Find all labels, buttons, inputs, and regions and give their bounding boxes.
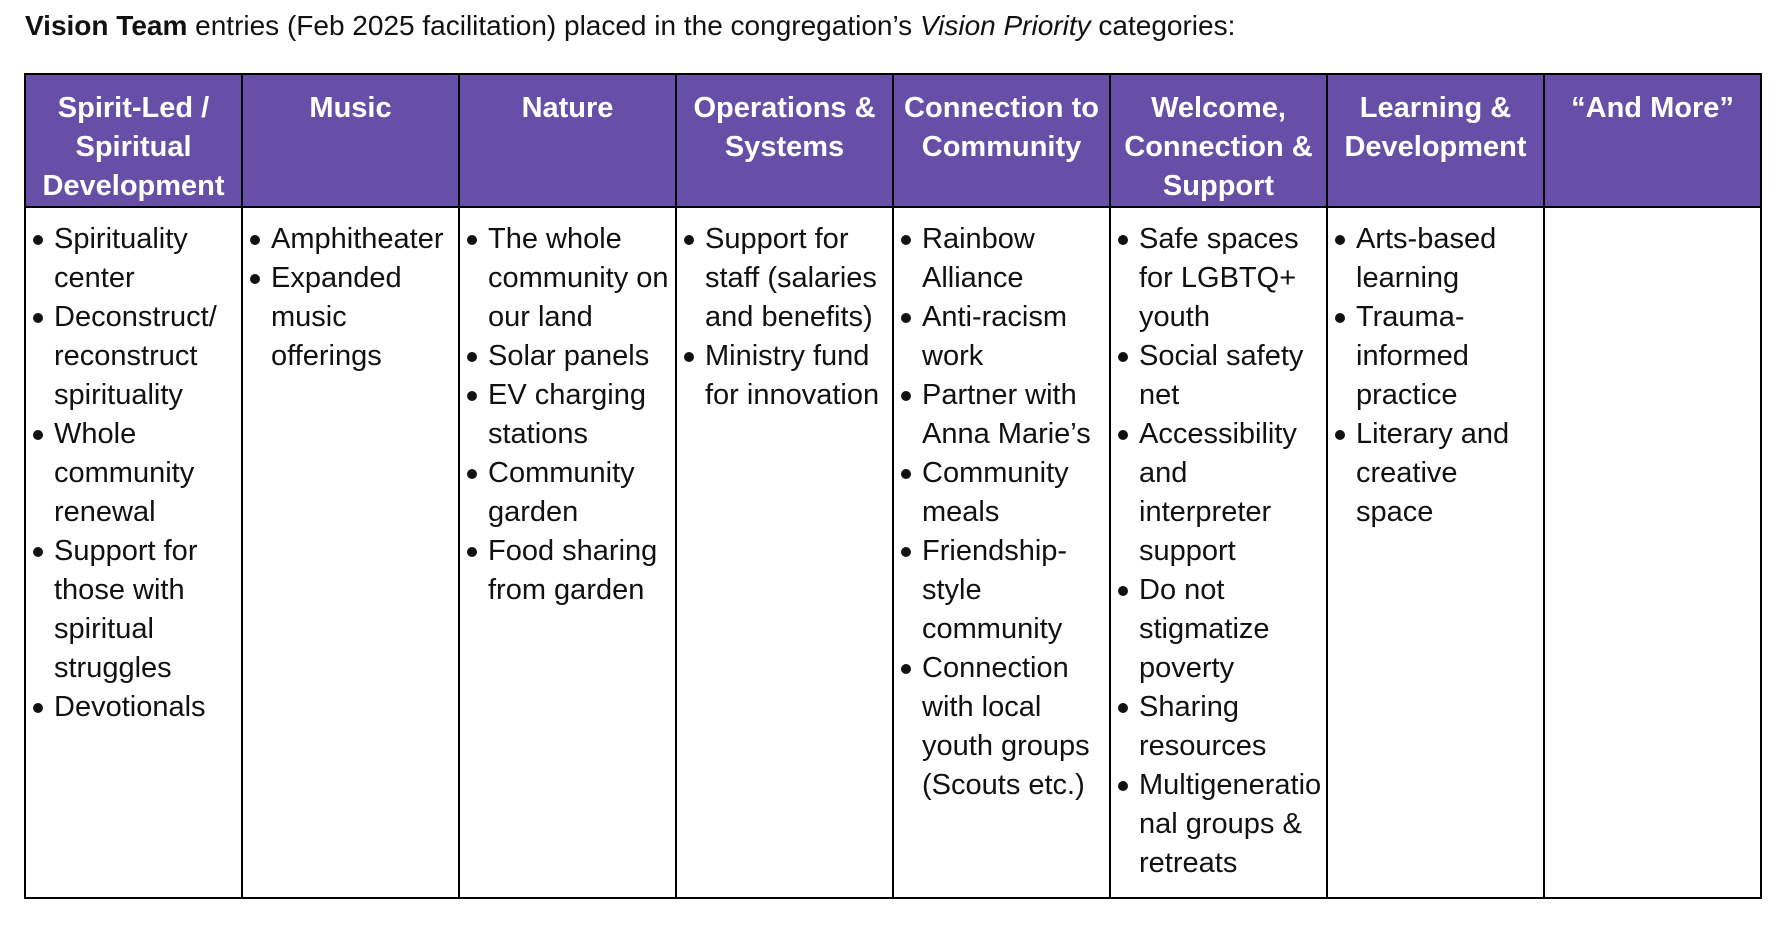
list-item: Whole community renewal (30, 415, 237, 532)
list-item: Expanded music offerings (247, 259, 454, 376)
column-cell: Amphitheater Expanded music offerings (241, 206, 460, 899)
column-header-and-more: “And More” (1543, 73, 1762, 208)
list-item: Literary and creative space (1332, 415, 1539, 532)
list-item: Partner with Anna Marie’s (898, 376, 1105, 454)
list-item: The whole community on our land (464, 220, 671, 337)
list-item: Deconstruct/ reconstruct spirituality (30, 298, 237, 415)
column-header-operations: Operations & Systems (675, 73, 894, 208)
caption-end: categories: (1090, 10, 1236, 41)
list-item: Trauma-informed practice (1332, 298, 1539, 415)
column-cell: Arts-based learning Trauma-informed pract… (1326, 206, 1545, 899)
entry-list: Spirituality center Deconstruct/ reconstr… (30, 220, 237, 727)
list-item: Devotionals (30, 688, 237, 727)
column-cell: Rainbow Alliance Anti-racism work Partner … (892, 206, 1111, 899)
list-item: Connection with local youth groups (Scou… (898, 649, 1105, 805)
list-item: Anti-racism work (898, 298, 1105, 376)
entry-list: The whole community on our land Solar pan… (464, 220, 671, 610)
caption-bold: Vision Team (25, 10, 188, 41)
vision-priority-table: Spirit-Led / Spiritual Development Music… (24, 73, 1762, 899)
column-header-spirit-led: Spirit-Led / Spiritual Development (24, 73, 243, 208)
entry-list: Safe spaces for LGBTQ+ youth Social safet… (1115, 220, 1322, 883)
column-cell: Support for staff (salaries and benefits… (675, 206, 894, 899)
entry-list: Amphitheater Expanded music offerings (247, 220, 454, 376)
column-cell: The whole community on our land Solar pan… (458, 206, 677, 899)
list-item: Spirituality center (30, 220, 237, 298)
column-cell: Spirituality center Deconstruct/ reconstr… (24, 206, 243, 899)
list-item: Amphitheater (247, 220, 454, 259)
list-item: Community garden (464, 454, 671, 532)
header-row: Spirit-Led / Spiritual Development Music… (24, 73, 1762, 208)
entry-list: Arts-based learning Trauma-informed pract… (1332, 220, 1539, 532)
caption-italic: Vision Priority (919, 10, 1091, 41)
list-item: Social safety net (1115, 337, 1322, 415)
list-item: Do not stigmatize poverty (1115, 571, 1322, 688)
list-item: Community meals (898, 454, 1105, 532)
column-header-welcome: Welcome, Connection & Support (1109, 73, 1328, 208)
entry-list: Rainbow Alliance Anti-racism work Partner … (898, 220, 1105, 805)
column-header-music: Music (241, 73, 460, 208)
column-cell: Safe spaces for LGBTQ+ youth Social safet… (1109, 206, 1328, 899)
list-item: Ministry fund for innovation (681, 337, 888, 415)
column-header-learning: Learning & Development (1326, 73, 1545, 208)
list-item: Rainbow Alliance (898, 220, 1105, 298)
list-item: Arts-based learning (1332, 220, 1539, 298)
list-item: Solar panels (464, 337, 671, 376)
entry-list: Support for staff (salaries and benefits… (681, 220, 888, 415)
list-item: Support for staff (salaries and benefits… (681, 220, 888, 337)
list-item: Friendship-style community (898, 532, 1105, 649)
list-item: Sharing resources (1115, 688, 1322, 766)
list-item: Accessibility and interpreter support (1115, 415, 1322, 571)
list-item: Food sharing from garden (464, 532, 671, 610)
column-header-connection-community: Connection to Community (892, 73, 1111, 208)
entries-row: Spirituality center Deconstruct/ reconstr… (24, 206, 1762, 899)
caption-text: entries (Feb 2025 facilitation) placed i… (187, 10, 920, 41)
column-header-nature: Nature (458, 73, 677, 208)
list-item: Support for those with spiritual struggl… (30, 532, 237, 688)
list-item: Safe spaces for LGBTQ+ youth (1115, 220, 1322, 337)
page-caption: Vision Team entries (Feb 2025 facilitati… (25, 4, 1235, 48)
list-item: EV charging stations (464, 376, 671, 454)
list-item: Multigenerational groups & retreats (1115, 766, 1322, 883)
column-cell (1543, 206, 1762, 899)
